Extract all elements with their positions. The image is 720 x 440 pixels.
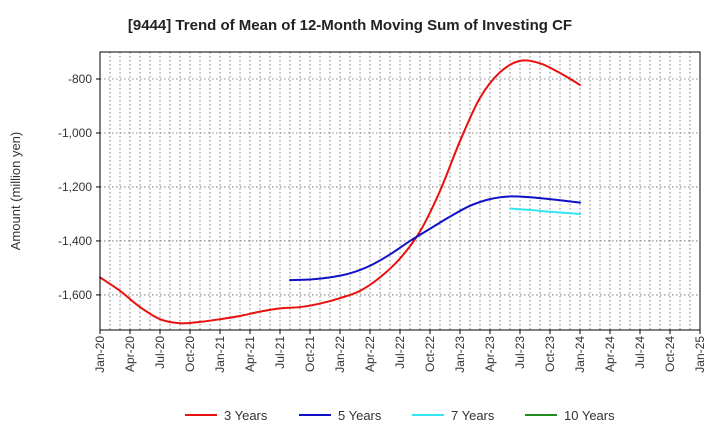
x-tick-label: Apr-21 — [243, 336, 257, 372]
y-tick-label: -1,000 — [58, 126, 92, 140]
y-axis-ticks: -800 -1,000 -1,200 -1,400 -1,600 — [58, 72, 100, 302]
x-tick-label: Apr-22 — [363, 336, 377, 372]
x-tick-label: Apr-20 — [123, 336, 137, 372]
y-tick-label: -1,200 — [58, 180, 92, 194]
x-tick-label: Jul-20 — [153, 336, 167, 369]
plot-frame — [99, 51, 701, 331]
y-axis-label: Amount (million yen) — [8, 132, 23, 251]
x-tick-label: Jul-21 — [273, 336, 287, 369]
x-tick-label: Jan-23 — [453, 336, 467, 373]
x-tick-label: Jan-22 — [333, 336, 347, 373]
x-tick-label: Jul-24 — [633, 336, 647, 369]
x-tick-label: Apr-23 — [483, 336, 497, 372]
x-tick-label: Oct-24 — [663, 336, 677, 372]
y-tick-label: -1,400 — [58, 234, 92, 248]
legend: 3 Years 5 Years 7 Years 10 Years — [185, 408, 615, 423]
series-lines — [99, 59, 581, 325]
x-tick-label: Jan-24 — [573, 336, 587, 373]
x-tick-label: Apr-24 — [603, 336, 617, 372]
x-tick-label: Jan-25 — [693, 336, 707, 373]
series-line-5-years — [289, 195, 581, 282]
y-tick-label: -800 — [68, 72, 92, 86]
x-tick-label: Oct-23 — [543, 336, 557, 372]
chart-title: [9444] Trend of Mean of 12-Month Moving … — [128, 17, 572, 34]
series-line-3-years — [99, 59, 581, 325]
grid-lines — [100, 52, 700, 330]
x-tick-label: Oct-20 — [183, 336, 197, 372]
y-tick-label: -1,600 — [58, 288, 92, 302]
x-axis-ticks: Jan-20 Apr-20 Jul-20 Oct-20 Jan-21 Apr-21 Jul-… — [93, 330, 707, 373]
legend-label-3-years: 3 Years — [224, 408, 268, 423]
series-line-7-years — [509, 207, 581, 215]
x-tick-label: Jan-21 — [213, 336, 227, 373]
x-tick-label: Jan-20 — [93, 336, 107, 373]
x-tick-label: Jul-22 — [393, 336, 407, 369]
legend-label-10-years: 10 Years — [564, 408, 615, 423]
x-tick-label: Oct-22 — [423, 336, 437, 372]
legend-label-5-years: 5 Years — [338, 408, 382, 423]
x-tick-label: Jul-23 — [513, 336, 527, 369]
x-tick-label: Oct-21 — [303, 336, 317, 372]
legend-label-7-years: 7 Years — [451, 408, 495, 423]
